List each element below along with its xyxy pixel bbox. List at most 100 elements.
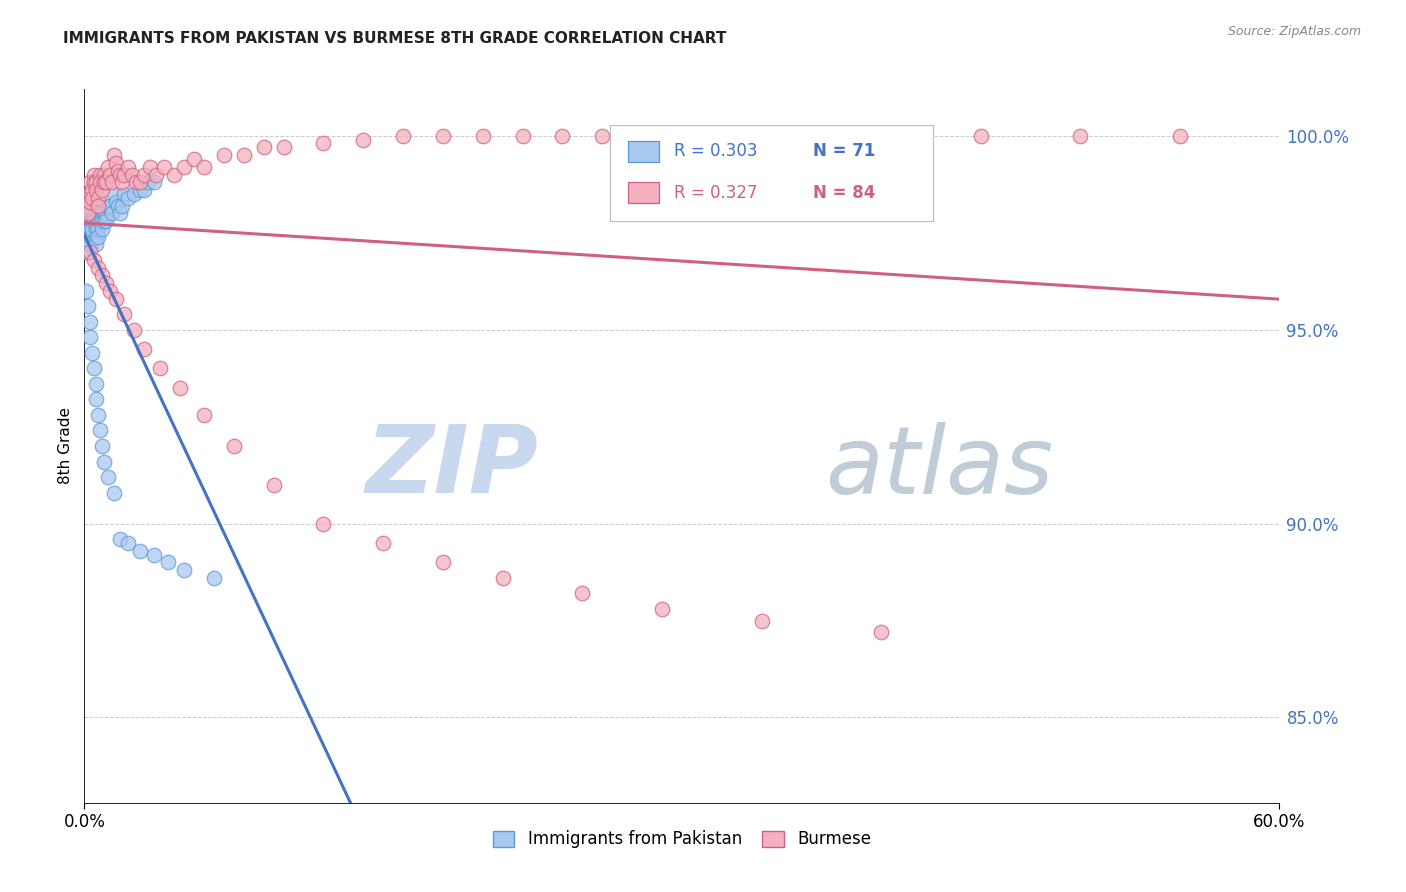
Point (117, 191, 139, 205)
Point (87, 260, 110, 275)
Text: IMMIGRANTS FROM PAKISTAN VS BURMESE 8TH GRADE CORRELATION CHART: IMMIGRANTS FROM PAKISTAN VS BURMESE 8TH … (63, 31, 727, 46)
Point (93, 454, 115, 468)
Point (107, 163, 129, 178)
Text: Source: ZipAtlas.com: Source: ZipAtlas.com (1227, 25, 1361, 38)
Point (512, 128, 534, 143)
Point (273, 140, 295, 154)
Point (87, 229, 110, 244)
Point (312, 516, 335, 531)
Point (132, 183, 156, 197)
Point (143, 175, 166, 189)
Point (87, 198, 110, 212)
Point (710, 128, 733, 143)
Text: ZIP: ZIP (366, 421, 538, 514)
Point (105, 194, 128, 209)
Point (193, 160, 215, 174)
Point (77, 186, 100, 201)
Point (83, 191, 105, 205)
Point (117, 536, 139, 550)
Point (87, 222, 110, 236)
Point (77, 299, 100, 313)
Point (96, 206, 118, 220)
Point (79, 229, 101, 244)
Point (86, 183, 108, 197)
Point (91, 439, 114, 453)
Point (143, 548, 166, 562)
Point (91, 214, 114, 228)
Point (79, 206, 101, 220)
Point (117, 160, 139, 174)
Point (93, 206, 115, 220)
Point (173, 563, 195, 577)
Point (103, 186, 125, 201)
Point (222, 439, 245, 453)
Point (111, 175, 134, 189)
Point (312, 136, 335, 151)
Point (193, 408, 215, 422)
Point (77, 245, 100, 260)
Point (79, 315, 101, 329)
Point (157, 555, 180, 569)
Text: R = 0.327: R = 0.327 (673, 184, 756, 202)
Point (86, 392, 108, 407)
Point (86, 237, 108, 252)
Point (125, 175, 148, 189)
Y-axis label: 8th Grade: 8th Grade (58, 408, 73, 484)
Point (132, 342, 156, 356)
Point (105, 156, 128, 170)
Point (1168, 128, 1191, 143)
Point (83, 175, 105, 189)
Point (75, 198, 97, 212)
Point (870, 625, 893, 640)
Point (770, 128, 793, 143)
Point (651, 602, 673, 616)
Point (129, 543, 152, 558)
Point (471, 128, 494, 143)
Point (98, 168, 121, 182)
Point (93, 168, 115, 182)
Point (136, 175, 159, 189)
Bar (628, 182, 659, 203)
Point (169, 381, 191, 395)
Point (352, 133, 374, 147)
Point (87, 191, 110, 205)
Point (79, 237, 101, 252)
Point (571, 586, 593, 600)
Point (432, 128, 454, 143)
Point (232, 148, 254, 162)
Point (97, 160, 120, 174)
Point (83, 206, 105, 220)
Text: N = 84: N = 84 (814, 184, 876, 202)
Point (129, 175, 152, 189)
Point (263, 477, 285, 491)
Point (103, 148, 125, 162)
Point (153, 160, 176, 174)
Point (96, 276, 118, 290)
Point (89, 214, 111, 228)
Point (96, 175, 118, 189)
Point (132, 168, 156, 182)
Point (77, 222, 100, 236)
Bar (628, 141, 659, 162)
Point (890, 128, 912, 143)
Point (173, 160, 195, 174)
Point (110, 168, 132, 182)
Point (83, 361, 105, 376)
Point (432, 555, 454, 569)
Point (75, 214, 97, 228)
Point (970, 128, 993, 143)
Point (79, 175, 101, 189)
Point (492, 571, 515, 585)
Point (82, 198, 104, 212)
Point (87, 408, 110, 422)
Point (163, 168, 186, 182)
FancyBboxPatch shape (610, 125, 934, 221)
Point (91, 268, 114, 283)
Point (79, 194, 101, 209)
Point (121, 168, 143, 182)
Point (253, 140, 276, 154)
Point (101, 206, 124, 220)
Point (591, 128, 613, 143)
Point (82, 222, 104, 236)
Point (82, 214, 104, 228)
